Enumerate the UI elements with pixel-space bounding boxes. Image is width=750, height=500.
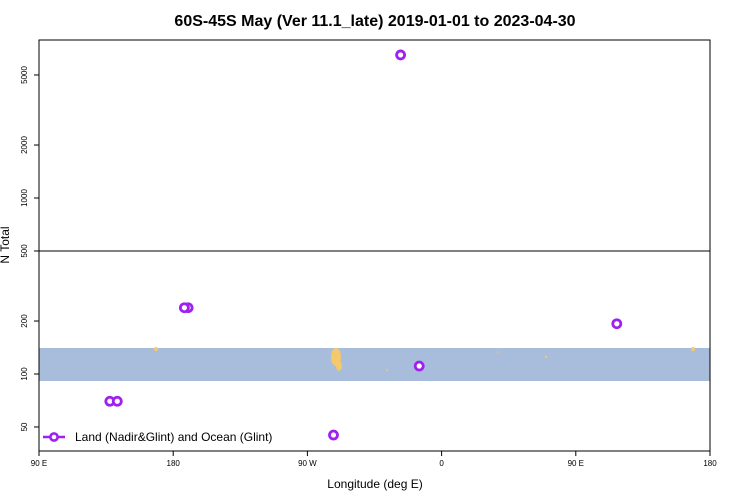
chart-title: 60S-45S May (Ver 11.1_late) 2019-01-01 t… xyxy=(174,13,575,30)
x-tick-label: 90 E xyxy=(568,459,584,468)
data-point xyxy=(395,49,406,61)
y-tick-label: 2000 xyxy=(20,136,29,154)
y-axis: 50 100 200 500 1000 2000 5000 xyxy=(20,66,39,431)
data-point xyxy=(413,360,425,372)
x-tick-label: 90 W xyxy=(298,459,317,468)
land-shapes xyxy=(154,347,695,371)
x-axis: 90 E 180 90 W 0 90 E 180 xyxy=(31,451,717,468)
plot-frame xyxy=(38,39,711,452)
legend: Land (Nadir&Glint) and Ocean (Glint) xyxy=(43,430,272,444)
data-point xyxy=(611,318,623,330)
legend-label: Land (Nadir&Glint) and Ocean (Glint) xyxy=(75,430,272,444)
land-island xyxy=(544,355,548,359)
x-axis-label: Longitude (deg E) xyxy=(327,477,422,491)
data-point xyxy=(328,429,339,441)
y-tick-label: 100 xyxy=(20,367,29,381)
x-tick-label: 180 xyxy=(167,459,181,468)
y-tick-label: 50 xyxy=(20,422,29,431)
land-island xyxy=(386,369,388,371)
land-new-zealand xyxy=(154,347,158,351)
y-tick-label: 5000 xyxy=(20,66,29,84)
x-tick-label: 0 xyxy=(439,459,444,468)
y-axis-label: N Total xyxy=(0,226,12,263)
data-points xyxy=(104,49,623,441)
data-point xyxy=(111,395,123,407)
ocean-band xyxy=(39,348,710,381)
land-island xyxy=(497,351,499,353)
y-tick-label: 200 xyxy=(20,314,29,328)
x-tick-label: 90 E xyxy=(31,459,47,468)
legend-marker xyxy=(49,432,59,442)
land-new-zealand xyxy=(691,347,695,351)
y-tick-label: 500 xyxy=(20,244,29,258)
data-point xyxy=(178,302,190,314)
map-band xyxy=(39,347,710,381)
land-south-america-tip xyxy=(336,361,342,371)
y-tick-label: 1000 xyxy=(20,189,29,207)
x-tick-label: 180 xyxy=(703,459,717,468)
